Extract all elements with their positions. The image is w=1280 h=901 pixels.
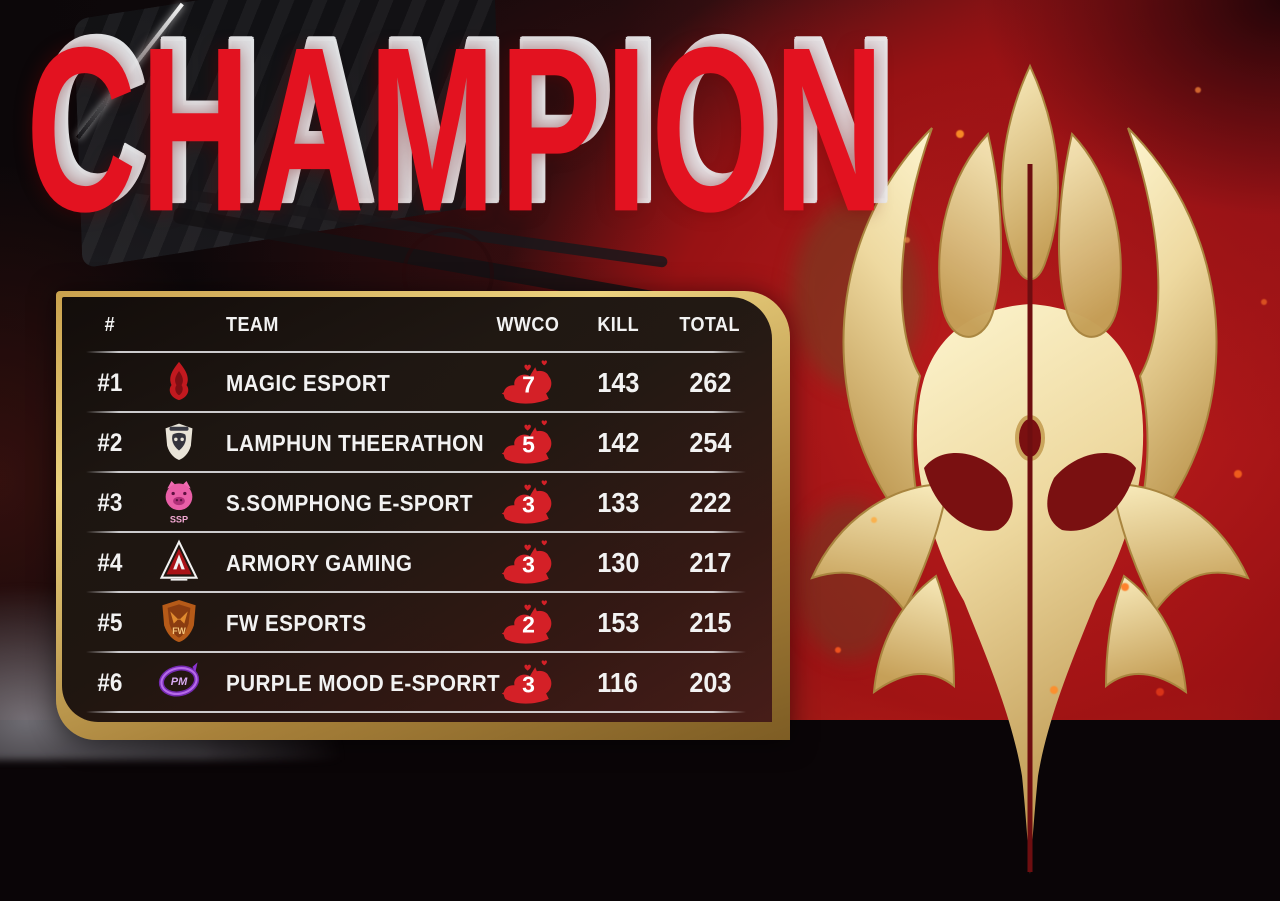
kill-cell: 133 bbox=[596, 487, 640, 518]
leaderboard-panel: # TEAM WWCO KILL TOTAL #1 MAGIC ESPORT 7… bbox=[56, 291, 790, 740]
col-header-kill: KILL bbox=[597, 313, 639, 336]
rank-cell: #2 bbox=[97, 428, 123, 457]
team-logo-cell bbox=[142, 353, 216, 413]
wwco-count: 3 bbox=[522, 491, 535, 518]
wwco-count: 5 bbox=[522, 431, 535, 458]
rank-cell: #1 bbox=[97, 368, 123, 397]
chicken-dinner-icon bbox=[501, 359, 552, 404]
wwco-cell: 2 bbox=[484, 593, 572, 653]
table-row: #3 SSP S.SOMPHONG E-SPORT 3 133 222 bbox=[62, 473, 772, 533]
team-logo-cell bbox=[142, 533, 216, 593]
team-logo-cell: PM bbox=[142, 653, 216, 713]
rank-cell: #5 bbox=[97, 608, 123, 637]
team-logo: SSP bbox=[159, 477, 199, 530]
chicken-dinner-icon bbox=[501, 419, 552, 464]
team-logo: PM bbox=[157, 659, 201, 708]
wwco-cell: 7 bbox=[484, 353, 572, 413]
svg-text:FW: FW bbox=[172, 626, 186, 636]
wwco-cell: 3 bbox=[484, 533, 572, 593]
kill-cell: 116 bbox=[597, 667, 639, 698]
kill-cell: 143 bbox=[596, 367, 640, 398]
magic-esport-logo-icon bbox=[169, 361, 189, 400]
wwco-count: 7 bbox=[522, 371, 535, 398]
ember-particles bbox=[0, 0, 4, 4]
team-name-cell: LAMPHUN THEERATHON bbox=[226, 429, 484, 456]
svg-text:SSP: SSP bbox=[170, 514, 188, 524]
flame-mask-icon bbox=[811, 63, 1249, 874]
kill-cell: 142 bbox=[596, 427, 640, 458]
chicken-dinner-icon bbox=[501, 539, 552, 584]
wwco-cell: 3 bbox=[484, 653, 572, 713]
team-logo bbox=[159, 538, 199, 588]
team-logo-cell bbox=[142, 413, 216, 473]
team-name-cell: PURPLE MOOD E-SPORRT bbox=[226, 669, 501, 696]
armory-gaming-logo-icon bbox=[159, 538, 199, 581]
chicken-dinner-icon bbox=[501, 659, 552, 704]
golden-flame-mask-art bbox=[772, 16, 1280, 896]
scoreboard-rows: #1 MAGIC ESPORT 7 143 262 #2 LAMPHUN THE… bbox=[62, 353, 772, 713]
col-header-wwco: WWCO bbox=[496, 313, 560, 336]
team-logo: FW bbox=[158, 597, 200, 650]
col-header-team: TEAM bbox=[226, 313, 279, 336]
wwco-count: 2 bbox=[522, 611, 535, 638]
rank-cell: #3 bbox=[97, 488, 123, 517]
total-cell: 215 bbox=[688, 607, 732, 638]
total-cell: 222 bbox=[688, 487, 732, 518]
rank-cell: #4 bbox=[97, 548, 123, 577]
table-row: #1 MAGIC ESPORT 7 143 262 bbox=[62, 353, 772, 413]
total-cell: 203 bbox=[688, 667, 732, 698]
lamphun-theerathon-logo-icon bbox=[165, 423, 193, 460]
chicken-dinner-icon bbox=[501, 599, 552, 644]
kill-cell: 130 bbox=[596, 547, 640, 578]
total-cell: 217 bbox=[688, 547, 732, 578]
team-logo-cell: SSP bbox=[142, 473, 216, 533]
table-row: #4 ARMORY GAMING 3 130 217 bbox=[62, 533, 772, 593]
table-row: #2 LAMPHUN THEERATHON 5 142 254 bbox=[62, 413, 772, 473]
chicken-dinner-icon bbox=[501, 479, 552, 524]
leaderboard-inner: # TEAM WWCO KILL TOTAL #1 MAGIC ESPORT 7… bbox=[62, 297, 772, 722]
total-cell: 254 bbox=[688, 427, 732, 458]
team-logo bbox=[159, 358, 199, 409]
team-name-cell: S.SOMPHONG E-SPORT bbox=[226, 489, 473, 516]
leaderboard-header: # TEAM WWCO KILL TOTAL bbox=[62, 297, 772, 353]
purple-mood-logo-icon: PM bbox=[158, 661, 200, 696]
table-row: #6 PM PURPLE MOOD E-SPORRT 3 116 203 bbox=[62, 653, 772, 713]
ssp-pig-logo-icon: SSP bbox=[165, 480, 193, 524]
col-header-rank: # bbox=[104, 313, 116, 336]
kill-cell: 153 bbox=[596, 607, 640, 638]
team-logo bbox=[160, 420, 198, 467]
wwco-count: 3 bbox=[522, 551, 535, 578]
team-logo-cell: FW bbox=[142, 593, 216, 653]
team-name-cell: FW ESPORTS bbox=[226, 609, 367, 636]
wwco-cell: 5 bbox=[484, 413, 572, 473]
svg-text:PM: PM bbox=[171, 676, 188, 688]
wwco-cell: 3 bbox=[484, 473, 572, 533]
team-name-cell: MAGIC ESPORT bbox=[226, 369, 391, 396]
fw-esports-logo-icon: FW bbox=[162, 599, 196, 642]
table-row: #5 FW FW ESPORTS 2 153 215 bbox=[62, 593, 772, 653]
wwco-count: 3 bbox=[522, 671, 535, 698]
total-cell: 262 bbox=[688, 367, 732, 398]
rank-cell: #6 bbox=[97, 668, 123, 697]
col-header-total: TOTAL bbox=[679, 313, 741, 336]
team-name-cell: ARMORY GAMING bbox=[226, 549, 413, 576]
